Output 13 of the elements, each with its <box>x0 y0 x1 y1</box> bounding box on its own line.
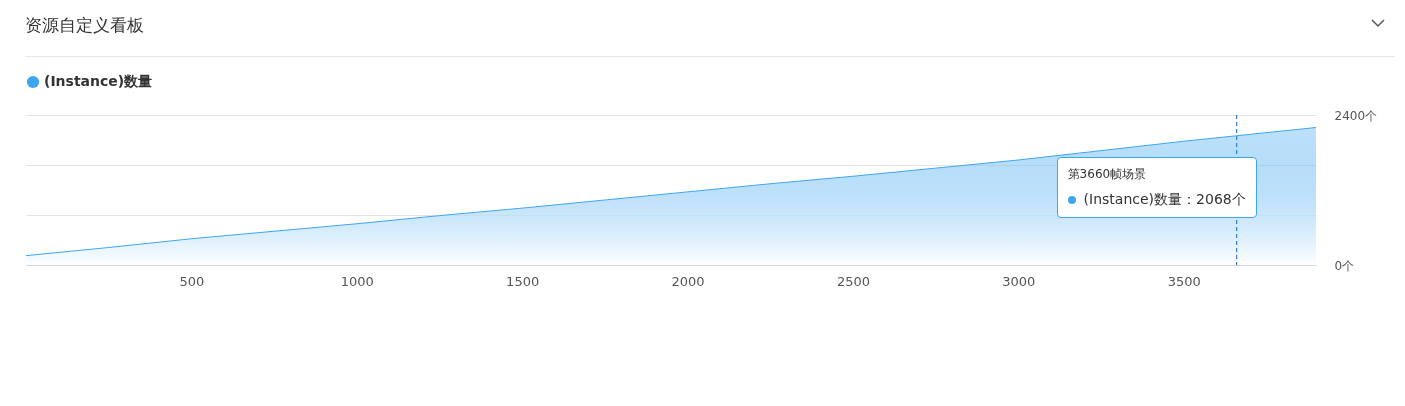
y-tick-label: 0个 <box>1334 258 1355 273</box>
y-tick-label: 2400个 <box>1334 108 1378 123</box>
x-tick-label: 2500 <box>836 273 870 289</box>
legend-label: (Instance)数量 <box>44 73 153 89</box>
x-tick-label: 1500 <box>506 273 540 289</box>
x-tick-label: 3500 <box>1167 273 1201 289</box>
x-tick-label: 1000 <box>340 273 374 289</box>
annotation: (Instance)数量：2068个 <box>1083 191 1246 207</box>
x-tick-label: 2000 <box>671 273 705 289</box>
annotation: 第3660帧场景 <box>1067 166 1148 183</box>
x-tick-label: 500 <box>179 273 205 289</box>
x-tick-label: 3000 <box>1002 273 1036 289</box>
chart-title: 资源自定义看板 <box>25 14 144 37</box>
